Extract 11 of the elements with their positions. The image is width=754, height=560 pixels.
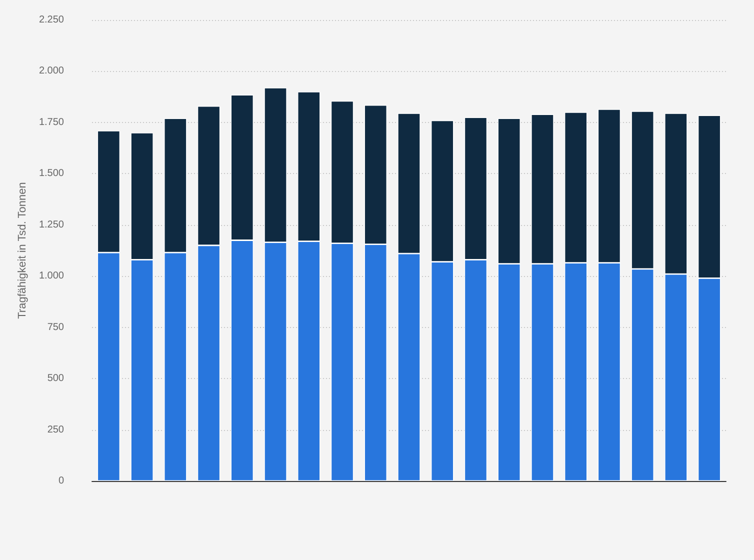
y-tick-label: 250: [47, 424, 64, 436]
y-tick-label: 1.500: [38, 168, 64, 180]
y-tick-label: 2.250: [38, 14, 64, 26]
y-tick-label: 1.250: [38, 219, 64, 230]
y-tick-label: 1.750: [38, 116, 64, 128]
y-tick-label: 500: [47, 373, 64, 384]
y-axis-title: Tragfähigkeit in Tsd. Tonnen: [16, 182, 29, 319]
y-tick-label: 750: [47, 322, 64, 333]
y-tick-label: 2.000: [38, 66, 64, 77]
y-tick-label: 1.000: [38, 270, 64, 282]
y-tick-label: 0: [58, 476, 64, 486]
